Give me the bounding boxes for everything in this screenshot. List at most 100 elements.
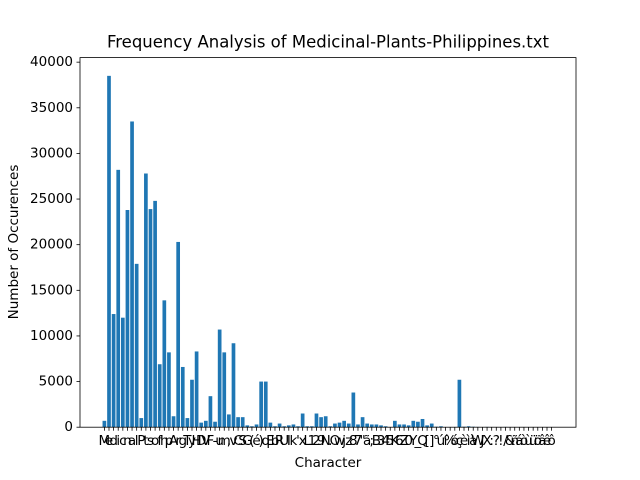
x-tick-label: I <box>287 433 291 449</box>
y-axis-label: Number of Occurences <box>6 165 22 320</box>
bar <box>139 418 144 428</box>
bar <box>314 413 319 428</box>
bar <box>157 364 162 428</box>
bar <box>194 351 199 428</box>
x-tick-label: ' <box>296 433 300 449</box>
x-tick-label: S <box>238 433 247 449</box>
bar <box>300 413 305 428</box>
bar <box>167 352 171 428</box>
x-tick-label: Q <box>417 433 428 449</box>
bar <box>227 414 231 428</box>
bar <box>406 425 411 428</box>
x-tick-label: ù <box>524 433 533 449</box>
bar <box>162 300 167 428</box>
chart-title: Frequency Analysis of Medicinal-Plants-P… <box>107 33 550 52</box>
x-tick-label: 3 <box>377 433 386 449</box>
bar <box>120 317 125 428</box>
x-tick-label: D <box>196 433 206 449</box>
x-tick-label: " <box>359 433 365 449</box>
x-tick-label: O <box>330 433 341 449</box>
bar <box>263 381 268 428</box>
x-tick-label: d <box>109 433 118 449</box>
y-tick-label: 25000 <box>30 191 73 207</box>
bar <box>148 209 153 428</box>
bar <box>420 418 425 428</box>
bar <box>342 420 346 428</box>
x-tick-label: ö <box>534 433 542 449</box>
x-tick-label: q <box>261 433 270 449</box>
x-tick-label: o <box>151 433 159 449</box>
x-tick-label: 4 <box>381 433 390 449</box>
x-tick-label: s <box>147 433 154 449</box>
x-tick-label: ó <box>451 433 459 449</box>
bar <box>457 379 462 428</box>
bar <box>217 329 222 428</box>
bar <box>153 200 157 428</box>
x-tick-label: ] <box>429 433 434 449</box>
x-tick-label: é <box>252 433 260 449</box>
bar <box>296 426 300 428</box>
x-tick-label: 0 <box>404 433 413 449</box>
x-tick-label: 2 <box>312 433 321 449</box>
bar <box>250 426 254 428</box>
x-tick-label: : <box>489 433 494 449</box>
x-tick-label: ã <box>363 433 371 449</box>
x-tick-label: ç <box>456 433 463 449</box>
bar <box>180 366 185 428</box>
x-tick-label: 7 <box>354 433 363 449</box>
bar <box>351 392 356 428</box>
bar <box>190 379 194 428</box>
x-tick-label: p <box>165 433 174 449</box>
x-tick-label: u <box>215 433 224 449</box>
y-tick-label: 5000 <box>39 374 73 390</box>
x-tick-label: ) <box>259 433 264 449</box>
x-tick-label: M <box>99 433 111 449</box>
bar <box>383 426 388 428</box>
x-tick-label: a <box>128 433 136 449</box>
x-tick-label: P <box>137 433 145 449</box>
x-tick-label: w <box>334 433 345 449</box>
bar <box>429 423 434 428</box>
x-tick-label: n <box>123 433 132 449</box>
y-tick-label: 20000 <box>30 237 73 253</box>
bar <box>328 426 333 428</box>
bar <box>125 210 130 428</box>
bar <box>291 424 296 428</box>
x-tick-label: i <box>116 433 120 449</box>
bar <box>439 426 443 428</box>
x-tick-label: c <box>119 433 126 449</box>
bar <box>240 417 245 428</box>
bar <box>379 425 383 428</box>
x-tick-label: _ <box>414 433 422 449</box>
bar <box>319 417 323 428</box>
bar <box>134 263 139 428</box>
y-tick-label: 30000 <box>30 145 73 161</box>
x-tick-label: ô <box>547 433 555 449</box>
bar <box>310 426 314 428</box>
x-tick-label: e <box>105 433 113 449</box>
y-tick-label: 35000 <box>30 100 73 116</box>
bar <box>171 416 176 428</box>
x-tick-label: l <box>135 433 139 449</box>
x-tick-label: ê <box>543 433 551 449</box>
bar <box>425 425 429 428</box>
bar <box>305 426 310 428</box>
x-tick-label: ! <box>498 433 503 449</box>
x-tick-label: B <box>372 433 381 449</box>
bar <box>369 424 374 428</box>
x-tick-label: X <box>482 433 491 449</box>
x-tick-label: / <box>503 433 508 449</box>
bar <box>323 416 328 428</box>
x-tick-label: N <box>321 433 331 449</box>
bar <box>273 426 277 428</box>
x-tick-label: ì <box>466 433 471 449</box>
x-tick-label: j <box>341 433 346 449</box>
y-tick-label: 40000 <box>30 54 73 70</box>
x-tick-label: E <box>266 433 275 449</box>
x-tick-label: z <box>345 433 352 449</box>
x-tick-label: 9 <box>317 433 326 449</box>
bar <box>111 314 116 428</box>
bar <box>199 422 204 428</box>
x-tick-label: m <box>218 433 231 449</box>
x-tick-label: R <box>275 433 284 449</box>
